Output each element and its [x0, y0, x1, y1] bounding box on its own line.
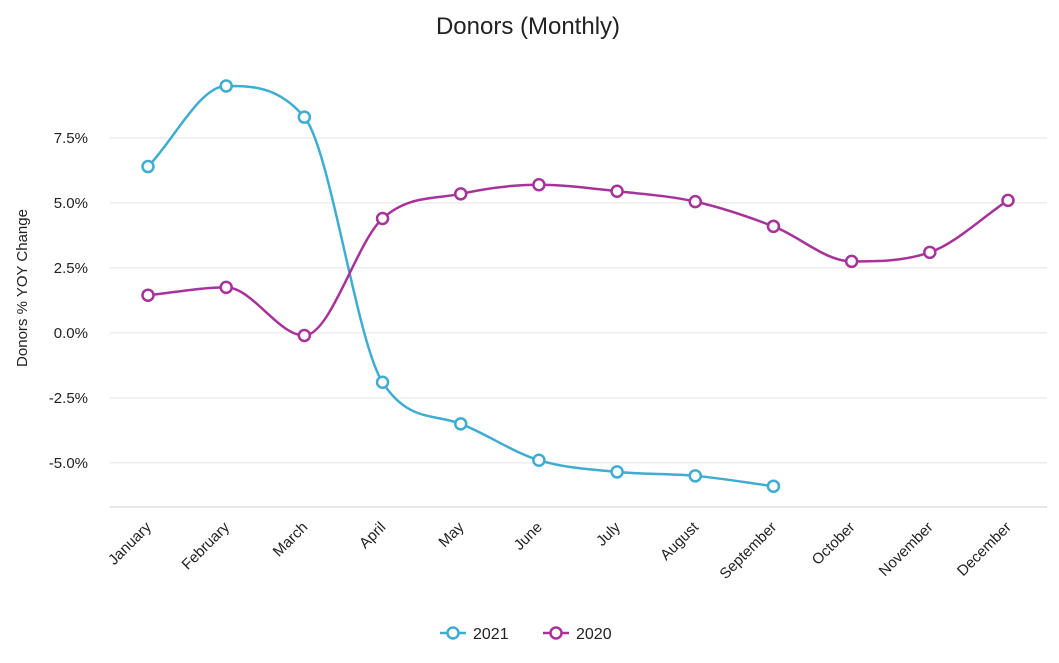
series-2021-point[interactable] [532, 453, 546, 467]
series-2020-point[interactable] [766, 219, 781, 234]
series-2021-point[interactable] [219, 79, 233, 93]
series-2020-point[interactable] [375, 211, 390, 226]
chart-title: Donors (Monthly) [436, 13, 620, 40]
legend: 2021 2020 [440, 626, 612, 643]
series-2020-point[interactable] [844, 254, 859, 269]
y-tick-label: 0.0% [54, 325, 88, 342]
x-tick-label: June [511, 519, 546, 554]
series-2020-point[interactable] [532, 177, 546, 192]
legend-swatch-marker [446, 626, 460, 640]
x-tick-label: August [657, 518, 703, 564]
series-2020-point[interactable] [1001, 193, 1015, 208]
series-2021-point[interactable] [297, 110, 312, 124]
series-2020-point[interactable] [219, 280, 233, 295]
y-axis-label: Donors % YOY Change [14, 209, 31, 367]
x-tick-label: July [593, 518, 624, 549]
series-2021-point[interactable] [766, 479, 781, 493]
x-tick-label: February [179, 518, 234, 573]
y-tick-label: -2.5% [49, 390, 88, 407]
series-2020-point[interactable] [453, 187, 468, 201]
x-tick-label: April [356, 519, 389, 552]
series-2021-point[interactable] [141, 159, 155, 174]
legend-swatch-marker [549, 626, 563, 640]
series-2020-line [147, 183, 1009, 337]
x-tick-label: January [105, 518, 155, 568]
gridlines [110, 137, 1047, 508]
x-tick-label: March [270, 519, 311, 560]
series-2021-point[interactable] [453, 417, 468, 431]
x-tick-label: May [435, 518, 467, 550]
x-tick-label: November [876, 519, 937, 580]
series-2020-point[interactable] [610, 184, 624, 198]
series-2021-line [147, 84, 774, 488]
series-2020-point[interactable] [141, 288, 155, 302]
series-2021-point[interactable] [375, 375, 390, 390]
y-tick-label: 5.0% [54, 195, 88, 212]
legend-label[interactable]: 2020 [576, 626, 612, 643]
y-tick-label: 2.5% [54, 260, 88, 277]
y-tick-label: -5.0% [49, 455, 88, 472]
y-tick-label: 7.5% [54, 130, 88, 147]
series-2021-point[interactable] [610, 465, 624, 479]
x-tick-label: September [716, 519, 780, 583]
series-2020-point[interactable] [688, 194, 703, 209]
x-tick-label: October [809, 519, 859, 569]
series-2021-point[interactable] [688, 469, 703, 483]
y-axis-ticks: 7.5% 5.0% 2.5% 0.0% -2.5% -5.0% [49, 130, 88, 472]
series-2020-point[interactable] [923, 245, 937, 260]
x-axis-ticks: January February March April May June July Augu… [105, 518, 1015, 582]
series-2020-point[interactable] [297, 328, 312, 343]
legend-label[interactable]: 2021 [473, 626, 509, 643]
series-lines [141, 79, 1015, 493]
x-tick-label: December [954, 519, 1015, 580]
